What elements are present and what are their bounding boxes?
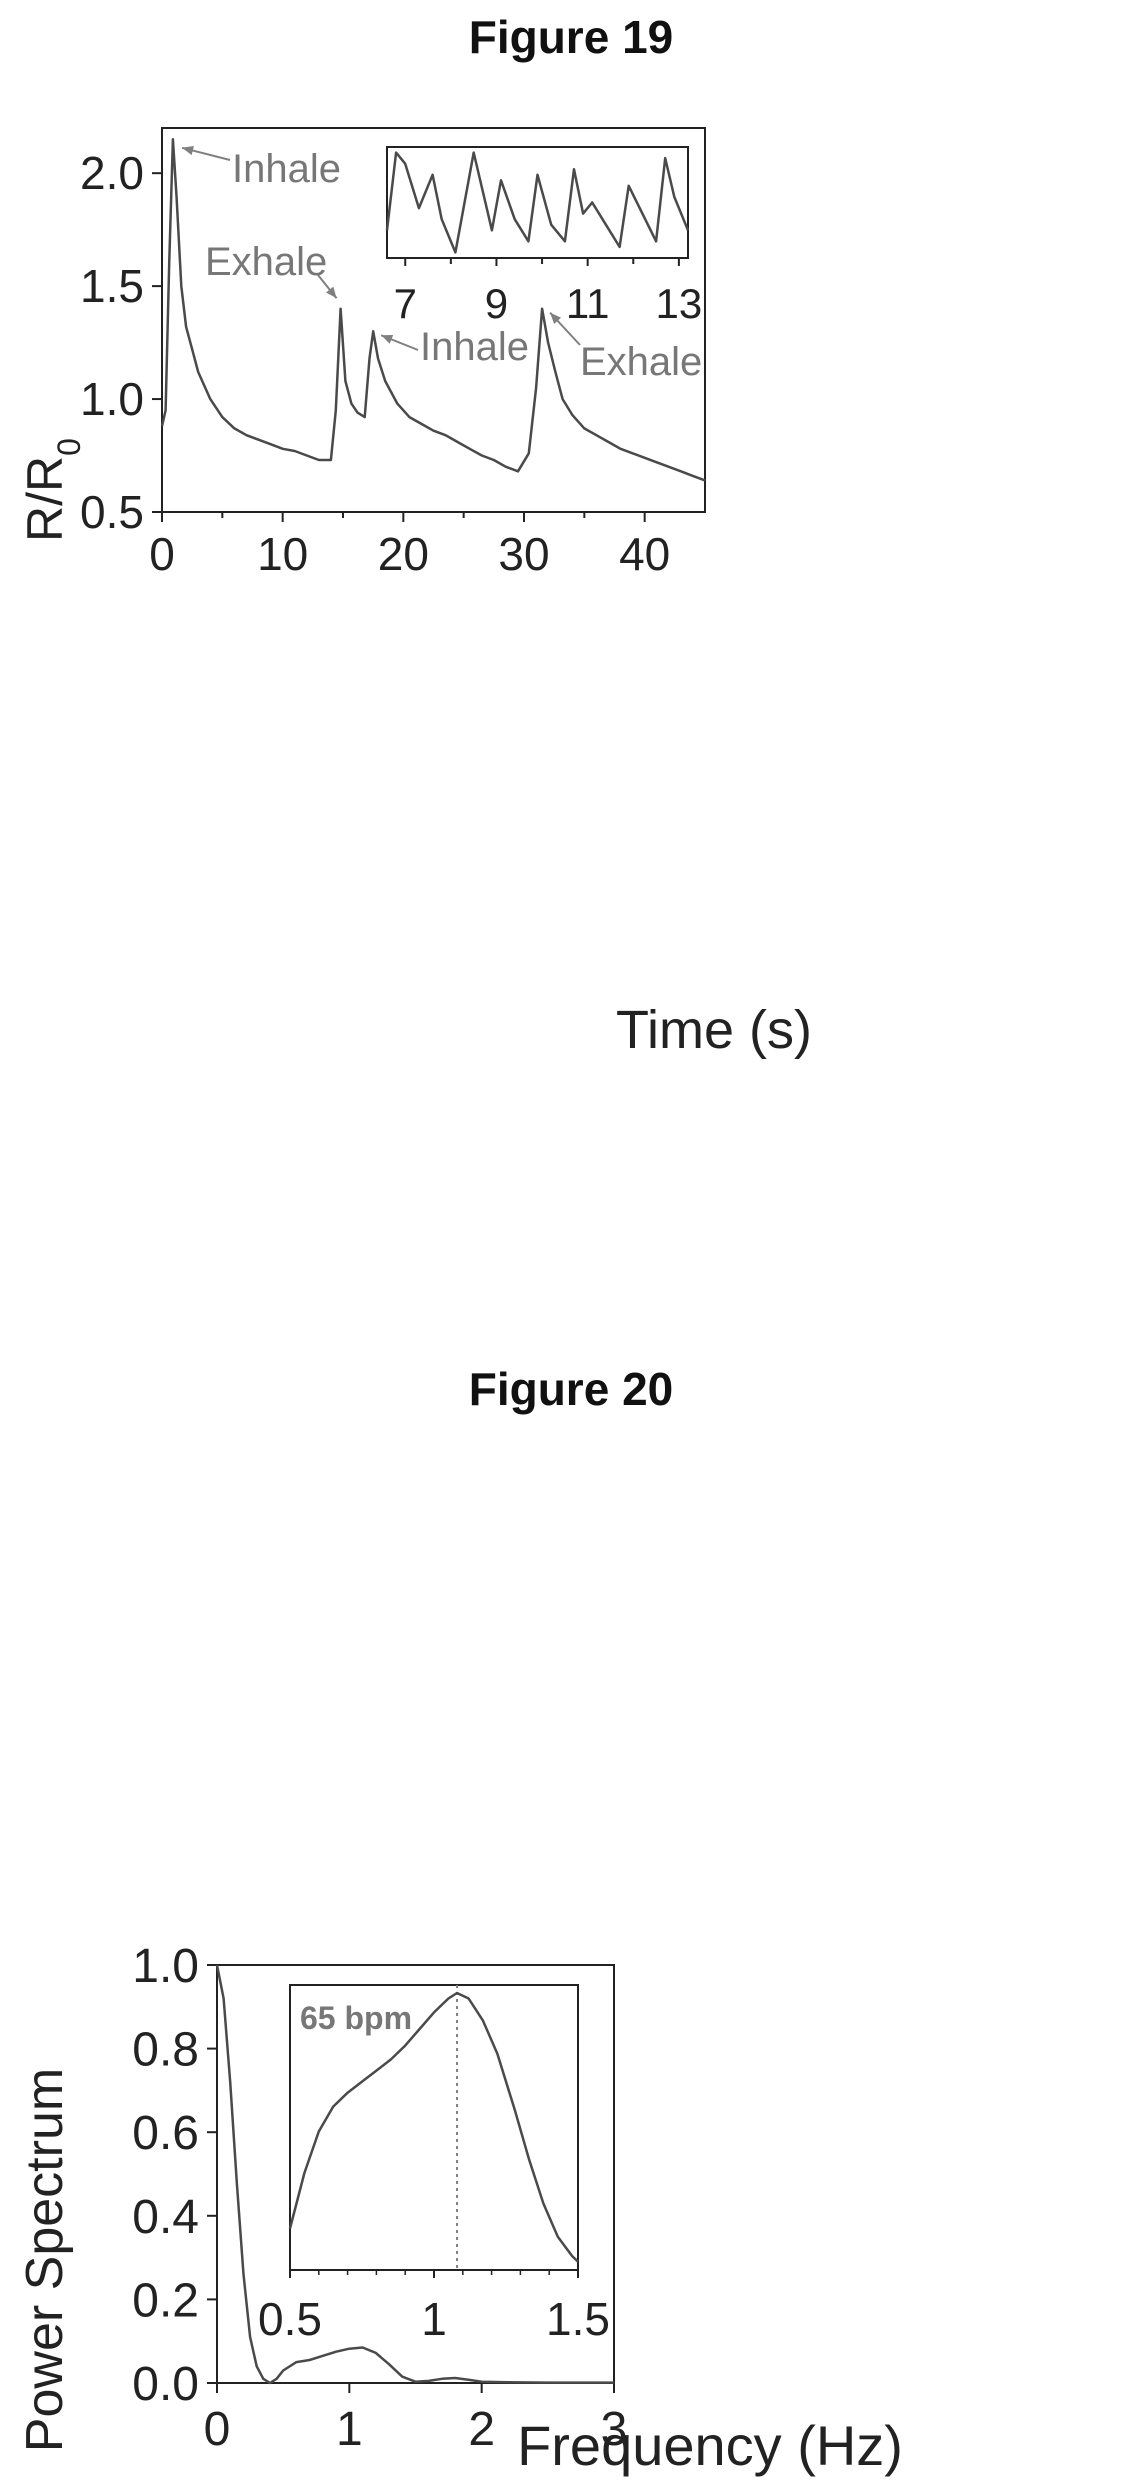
x-tick-label: 3 [601, 2403, 628, 2456]
annotation-arrowhead [381, 335, 394, 344]
annotation-label: Exhale [205, 240, 327, 284]
x-axis-label: Frequency (Hz) [517, 2414, 903, 2477]
y-tick-label: 1.0 [80, 373, 144, 425]
y-tick-label: 0.6 [132, 2107, 199, 2160]
y-tick-label: 2.0 [80, 147, 144, 199]
annotation-arrowhead [182, 146, 194, 156]
y-tick-label: 0.0 [132, 2358, 199, 2411]
x-tick-label: 10 [257, 528, 308, 580]
series-line [160, 138, 706, 482]
x-tick-label: 30 [498, 528, 549, 580]
figure-19-title: Figure 19 [468, 11, 674, 63]
y-tick-label: 1.5 [80, 260, 144, 312]
annotation-label: Inhale [232, 147, 341, 191]
annotation-arrowhead [326, 286, 337, 299]
x-tick-label: 0 [149, 528, 175, 580]
annotation-arrowhead [550, 312, 562, 324]
x-tick-label: 40 [619, 528, 670, 580]
figure-20-title: Figure 20 [468, 1363, 674, 1415]
plot-frame [161, 127, 706, 513]
peak-marker-label: 65 bpm [300, 2000, 412, 2036]
series-line [215, 1964, 614, 2385]
x-tick-label: 0 [204, 2403, 231, 2456]
inset-x-tick-label: 0.5 [258, 2293, 322, 2345]
inset-x-tick-label: 1 [421, 2293, 447, 2345]
y-axis-label: Power Spectrum [16, 2068, 74, 2452]
x-axis-label: Time (s) [616, 1000, 812, 1060]
y-tick-label: 1.0 [132, 1940, 199, 1993]
y-axis-label: R/R0 [17, 438, 87, 542]
y-tick-label: 0.8 [132, 2024, 199, 2077]
y-tick-label: 0.5 [80, 486, 144, 538]
x-tick-label: 20 [378, 528, 429, 580]
inset-frame [386, 146, 689, 259]
inset-x-tick-label: 1.5 [546, 2293, 610, 2345]
plot-frame [216, 1964, 615, 2384]
y-tick-label: 0.4 [132, 2191, 199, 2244]
y-tick-label: 0.2 [132, 2274, 199, 2327]
inset-series-line [385, 151, 690, 254]
figure-20-chart: 0 1 2 3 0.0 0.2 0.4 0.6 0.8 1.0 0.5 1 1.5 65 bpm Powe… [16, 1940, 903, 2477]
inset-series-line [288, 1991, 579, 2263]
annotation-label: Inhale [420, 325, 529, 369]
inset-frame [289, 1984, 579, 2271]
annotation-label: Exhale [580, 340, 702, 384]
inset-x-tick-label: 13 [656, 280, 703, 327]
inset-x-tick-label: 7 [394, 280, 417, 327]
x-tick-label: 2 [468, 2403, 495, 2456]
x-tick-label: 1 [336, 2403, 363, 2456]
inset-x-tick-label: 9 [485, 280, 508, 327]
inset-x-tick-label: 11 [566, 280, 610, 327]
figure-19-chart: 0 10 20 30 40 0.5 1.0 1.5 2.0 Inhale Exhale Inhale E… [17, 127, 812, 1060]
